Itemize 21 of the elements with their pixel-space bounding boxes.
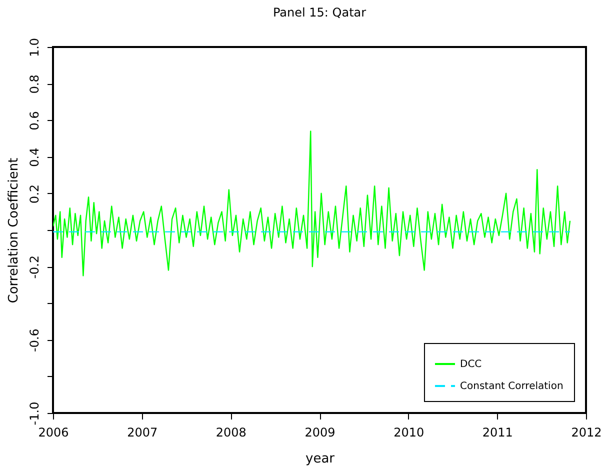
x-tick-label: 2012 <box>571 426 602 440</box>
x-tick-label: 2010 <box>394 426 424 440</box>
x-tick-label: 2006 <box>38 426 69 440</box>
y-tick-label: 1.0 <box>28 38 42 58</box>
y-axis-title: Correlation Coefficient <box>6 158 22 304</box>
y-tick-label: 0.2 <box>28 184 42 204</box>
line-series <box>53 130 571 276</box>
x-tick-label: 2011 <box>482 426 513 440</box>
legend-label: Constant Correlation <box>460 381 564 392</box>
x-tick-label: 2009 <box>304 426 336 440</box>
x-axis-title: year <box>305 452 336 466</box>
x-tick-label: 2008 <box>216 426 246 440</box>
y-tick-label: -0.2 <box>28 255 42 279</box>
legend-label: DCC <box>460 359 482 370</box>
chart-title: Panel 15: Qatar <box>272 5 366 20</box>
y-tick-label: 0.6 <box>28 111 42 130</box>
x-tick-label: 2007 <box>127 426 158 440</box>
y-tick-label: 0.4 <box>28 148 42 167</box>
y-tick-label: -1.0 <box>28 402 42 426</box>
y-tick-label: -0.6 <box>28 328 42 352</box>
y-tick-label: 0.8 <box>28 74 42 94</box>
